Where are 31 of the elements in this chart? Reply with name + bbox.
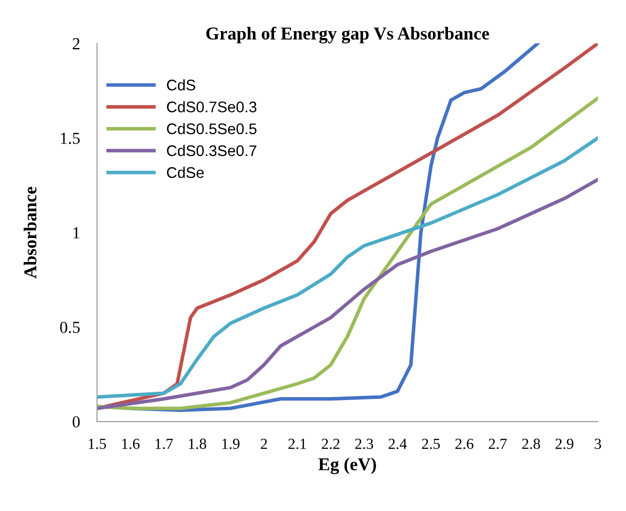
x-tick-label: 2.9 xyxy=(556,438,574,450)
y-tick-label: 1 xyxy=(73,227,80,238)
x-axis-title: Eg (eV) xyxy=(318,458,376,474)
x-tick-label: 2.7 xyxy=(488,438,507,450)
x-tick-label: 1.6 xyxy=(122,438,140,450)
x-tick-label: 2.8 xyxy=(522,438,540,450)
chart-title: Graph of Energy gap Vs Absorbance xyxy=(206,26,490,44)
legend-label: CdS0.7Se0.3 xyxy=(166,101,256,112)
x-tick-label: 1.8 xyxy=(188,438,206,450)
y-tick-label: 2 xyxy=(72,38,80,50)
y-axis-title: Absorbance xyxy=(24,186,36,278)
x-tick-label: 2.1 xyxy=(288,438,306,450)
x-tick-label: 1.9 xyxy=(222,438,240,450)
legend-label: CdS0.3Se0.7 xyxy=(166,144,256,156)
x-tick-label: 1.5 xyxy=(88,438,106,450)
x-tick-label: 2.4 xyxy=(388,438,407,450)
legend-label: CdSe xyxy=(166,166,204,178)
legend-label: CdS xyxy=(166,79,196,90)
x-tick-label: 3 xyxy=(594,438,602,449)
line-series xyxy=(97,136,598,399)
x-tick-label: 2.6 xyxy=(455,438,474,450)
legend-label: CdS0.5Se0.5 xyxy=(166,123,256,134)
x-tick-label: 2.3 xyxy=(355,438,374,450)
y-tick-label: 0 xyxy=(72,416,80,428)
x-tick-label: 2.5 xyxy=(422,438,440,450)
x-tick-label: 1.7 xyxy=(156,438,173,450)
x-tick-label: 2.2 xyxy=(322,438,340,450)
line-series xyxy=(97,178,598,410)
y-tick-label: 1.5 xyxy=(60,132,80,144)
y-tick-label: 0.5 xyxy=(60,322,80,334)
x-tick-label: 2 xyxy=(260,438,267,449)
